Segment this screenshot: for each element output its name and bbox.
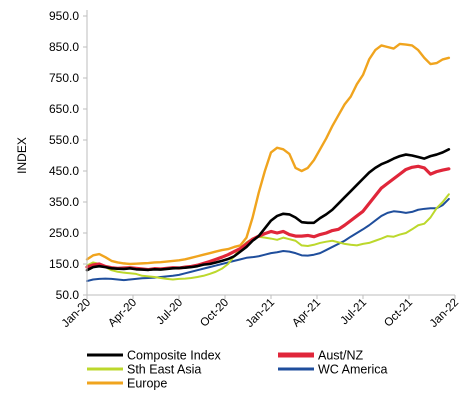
legend-item: Aust/NZ [278,349,364,363]
x-tick-label: Apr-21 [290,297,323,330]
y-tick-label: 50.0 [56,288,80,302]
plot-area: 50.0 150.0 250.0 350.0 450.0 550.0 650.0 750.0 8… [49,9,461,330]
x-tick-label: Jul-20 [154,297,185,328]
x-tick-label: Oct-20 [198,297,231,330]
x-tick-label: Jul-21 [338,297,369,328]
y-tick-label: 250.0 [49,226,79,240]
y-tick-label: 550.0 [49,133,79,147]
y-tick-label: 850.0 [49,40,79,54]
legend-label: Aust/NZ [318,349,364,363]
legend-item: Composite Index [87,349,222,363]
legend-label: Sth East Asia [127,363,201,377]
legend-item: Europe [87,377,167,391]
legend-item: WC America [278,363,388,377]
series-layer [85,42,451,283]
legend-label: WC America [318,363,388,377]
y-tick-label: 650.0 [49,102,79,116]
legend-item: Sth East Asia [87,363,201,377]
legend-label: Europe [127,377,167,391]
y-tick-label: 450.0 [49,164,79,178]
y-ticks: 50.0 150.0 250.0 350.0 450.0 550.0 650.0 750.0 8… [49,9,87,302]
x-tick-label: Jan-21 [244,297,277,330]
y-tick-label: 950.0 [49,9,79,23]
series-line-europe [85,42,451,266]
legend: Composite Index Aust/NZ Sth East Asia WC Am… [87,349,388,391]
series-line-wc-america [86,197,450,283]
x-tick-label: Jan-22 [428,297,461,330]
y-tick-label: 750.0 [49,71,79,85]
y-tick-label: 350.0 [49,195,79,209]
legend-label: Composite Index [127,349,222,363]
y-axis-title: INDEX [15,137,29,174]
y-tick-label: 150.0 [49,257,79,271]
series-line-composite-index [85,148,451,272]
series-line-sth-east-asia [86,193,450,281]
x-ticks: Jan-20 Apr-20 Jul-20 Oct-20 Jan-21 Apr-21 Jul-… [60,295,461,330]
x-tick-label: Oct-21 [382,297,415,330]
x-tick-label: Apr-20 [106,297,139,330]
